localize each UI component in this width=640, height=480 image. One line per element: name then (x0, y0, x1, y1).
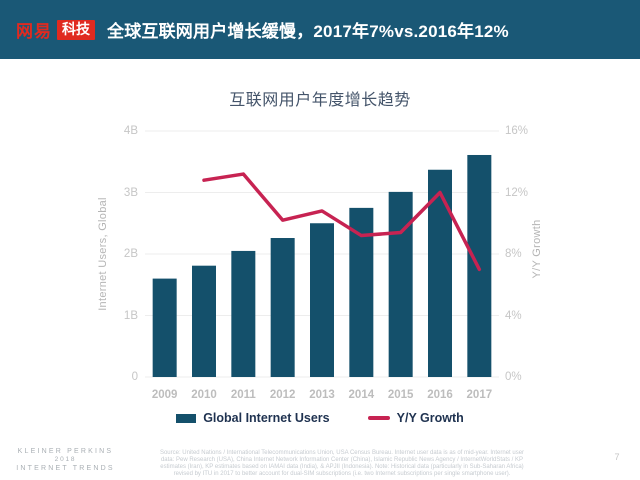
legend-label-growth: Y/Y Growth (396, 411, 464, 425)
source-note: Source: United Nations / International T… (128, 450, 556, 478)
netease-logo: 网易 科技 (16, 17, 95, 42)
legend-label-internet-users: Global Internet Users (203, 411, 330, 425)
brand-line: INTERNET TRENDS (16, 465, 115, 472)
chart-title: 互联网用户年度增长趋势 (229, 92, 411, 109)
x-axis-label-2014: 2014 (348, 389, 375, 401)
right-axis-tick: 12% (505, 186, 529, 199)
bar-2009 (152, 278, 177, 377)
bar-2012 (270, 238, 295, 377)
netease-brand-text: 网易 (16, 22, 52, 41)
x-axis-label-2017: 2017 (466, 389, 493, 401)
source-line: data: Pew Research (USA), China Internet… (160, 457, 524, 463)
netease-tech-badge: 科技 (57, 19, 95, 40)
left-axis-tick: 2B (123, 248, 138, 260)
brand-line: 2018 (54, 456, 77, 463)
page-number: 7 (614, 452, 620, 462)
x-axis-label-2010: 2010 (191, 389, 217, 401)
legend-bar-swatch (176, 413, 197, 423)
x-axis-label-2012: 2012 (269, 389, 296, 401)
right-axis-tick: 16% (505, 125, 529, 137)
x-axis-label-2016: 2016 (427, 389, 453, 401)
bar-2016 (428, 169, 452, 377)
right-axis-tick: 4% (505, 309, 522, 322)
source-line: Source: United Nations / International T… (159, 450, 525, 456)
x-axis-label-2015: 2015 (387, 389, 414, 401)
source-line: revised by ITU in 2017 to better account… (173, 471, 511, 477)
source-line: estimates (Iran), KP estimates based on … (160, 464, 524, 470)
slide-title: 全球互联网用户增长缓慢，2017年7%vs.2016年12% (107, 22, 509, 41)
left-axis-tick: 3B (123, 186, 138, 199)
left-axis-tick: 1B (123, 309, 138, 322)
brand-line: KLEINER PERKINS (17, 448, 114, 455)
right-axis-tick: 8% (505, 248, 522, 260)
bar-2011 (231, 250, 256, 377)
left-axis-tick: 4B (123, 125, 138, 137)
legend-line-swatch (367, 416, 390, 420)
kleiner-perkins-brand: KLEINER PERKINS 2018 INTERNET TRENDS (8, 447, 123, 473)
bar-2010 (192, 265, 216, 377)
growth-line (202, 172, 482, 272)
x-axis-label-2009: 2009 (151, 389, 178, 401)
left-axis-title: Internet Users, Global (97, 197, 109, 311)
legend: Global Internet Users Y/Y Growth (0, 408, 640, 428)
right-axis-title: Y/Y Growth (531, 219, 543, 279)
x-axis-label-2013: 2013 (309, 389, 335, 401)
legend-item-growth: Y/Y Growth (367, 411, 464, 425)
header-bar: 网易 科技 全球互联网用户增长缓慢，2017年7%vs.2016年12% (0, 0, 640, 59)
x-axis-label-2011: 2011 (230, 389, 256, 401)
bar-2013 (310, 223, 334, 377)
left-axis-tick: 0 (131, 371, 138, 383)
right-axis-tick: 0% (505, 371, 522, 383)
legend-item-internet-users: Global Internet Users (176, 411, 330, 425)
bar-2015 (388, 191, 413, 377)
